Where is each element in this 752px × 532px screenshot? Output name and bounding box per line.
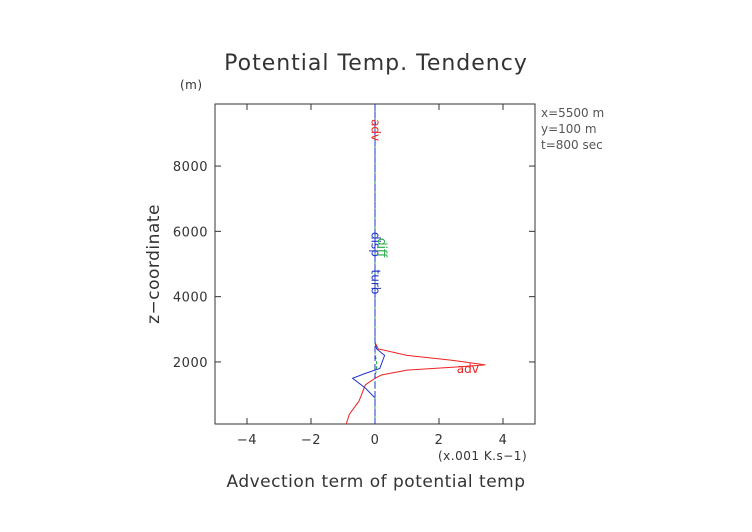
y-unit-label: (m) bbox=[180, 78, 203, 92]
x-tick-label: −2 bbox=[301, 433, 321, 448]
x-tick-label: 0 bbox=[371, 433, 380, 448]
y-tick-label: 6000 bbox=[173, 225, 208, 240]
curve-label-adv: adv bbox=[369, 119, 383, 141]
x-tick-label: 4 bbox=[499, 433, 508, 448]
info-x: x=5500 m bbox=[541, 106, 604, 120]
y-tick-label: 2000 bbox=[173, 356, 208, 371]
series-layer bbox=[345, 104, 486, 425]
series-line-adv bbox=[345, 104, 486, 425]
info-y: y=100 m bbox=[541, 122, 597, 136]
x-unit-label: (x.001 K.s−1) bbox=[438, 449, 527, 463]
x-tick-label: −4 bbox=[237, 433, 257, 448]
curve-label-diff: diff bbox=[375, 238, 389, 258]
curve-label-turb: turb bbox=[369, 270, 383, 295]
curve-label-disp: disp bbox=[369, 232, 383, 257]
curve-label-adv: adv bbox=[457, 362, 479, 376]
chart-title: Potential Temp. Tendency bbox=[224, 51, 528, 76]
info-t: t=800 sec bbox=[541, 138, 603, 152]
x-axis-label: Advection term of potential temp bbox=[226, 472, 525, 492]
x-tick-label: 2 bbox=[435, 433, 444, 448]
y-axis-ticks: 2000 4000 6000 8000 bbox=[173, 160, 535, 371]
y-tick-label: 8000 bbox=[173, 160, 208, 175]
x-axis-ticks: −4 −2 0 2 4 bbox=[237, 104, 507, 448]
y-axis-label: z−coordinate bbox=[144, 204, 164, 324]
y-tick-label: 4000 bbox=[173, 291, 208, 306]
series-line-turb bbox=[351, 104, 386, 424]
